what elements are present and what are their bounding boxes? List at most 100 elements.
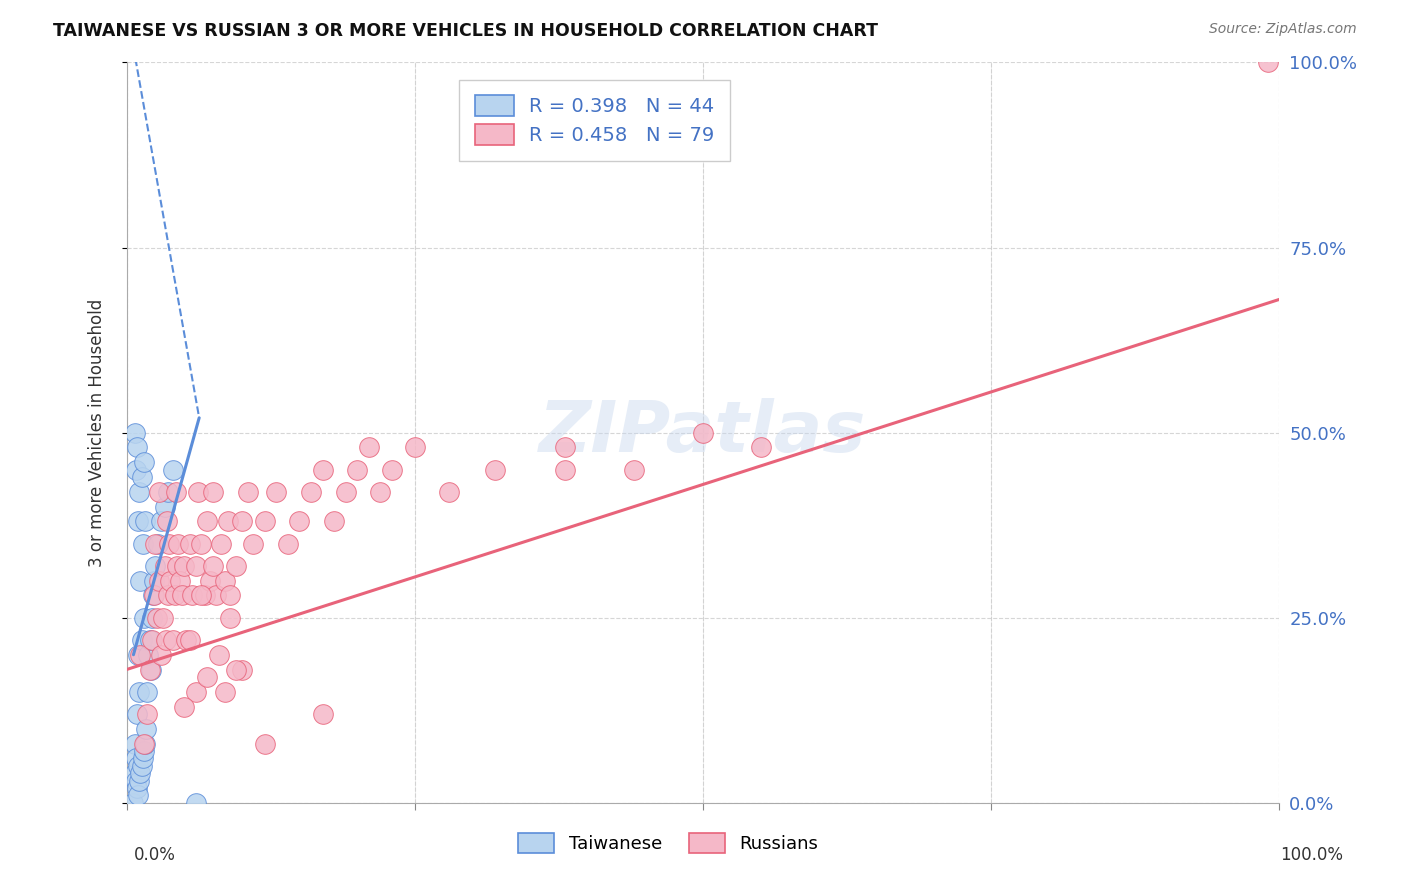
Point: [253, 515, 276, 529]
Point: [173, 699, 195, 714]
Point: [194, 589, 217, 603]
Point: [132, 744, 155, 758]
Point: [277, 536, 299, 550]
Point: [125, 441, 148, 455]
Point: [134, 515, 156, 529]
Point: [132, 455, 155, 469]
Point: [145, 558, 166, 573]
Point: [208, 648, 231, 662]
Point: [142, 589, 165, 603]
Point: [195, 515, 218, 529]
Point: [219, 589, 242, 603]
Point: [170, 589, 193, 603]
Point: [125, 751, 148, 765]
Point: [143, 574, 166, 588]
Point: [162, 462, 184, 476]
Point: [125, 706, 148, 721]
Point: [623, 462, 645, 476]
Point: [266, 484, 288, 499]
Point: [202, 558, 225, 573]
Point: [357, 441, 380, 455]
Point: [202, 484, 225, 499]
Point: [150, 648, 173, 662]
Point: [439, 484, 461, 499]
Point: [129, 574, 152, 588]
Point: [153, 558, 176, 573]
Text: TAIWANESE VS RUSSIAN 3 OR MORE VEHICLES IN HOUSEHOLD CORRELATION CHART: TAIWANESE VS RUSSIAN 3 OR MORE VEHICLES …: [53, 22, 879, 40]
Point: [231, 663, 253, 677]
Point: [288, 515, 311, 529]
Point: [146, 536, 169, 550]
Point: [141, 632, 163, 647]
Point: [131, 536, 153, 550]
Point: [214, 574, 236, 588]
Point: [236, 484, 259, 499]
Point: [299, 484, 322, 499]
Point: [135, 722, 157, 736]
Point: [554, 441, 576, 455]
Text: ZIPatlas: ZIPatlas: [540, 398, 866, 467]
Point: [484, 462, 506, 476]
Point: [138, 632, 160, 647]
Point: [127, 648, 149, 662]
Point: [148, 484, 170, 499]
Point: [134, 737, 156, 751]
Point: [157, 536, 180, 550]
Point: [190, 589, 212, 603]
Point: [179, 536, 201, 550]
Point: [253, 737, 276, 751]
Point: [124, 425, 146, 440]
Point: [205, 589, 228, 603]
Text: 0.0%: 0.0%: [134, 846, 176, 863]
Point: [181, 589, 204, 603]
Point: [184, 558, 207, 573]
Point: [167, 536, 190, 550]
Point: [346, 462, 368, 476]
Point: [125, 780, 148, 795]
Point: [128, 685, 150, 699]
Point: [157, 484, 180, 499]
Point: [131, 751, 153, 765]
Point: [187, 484, 209, 499]
Y-axis label: 3 or more Vehicles in Household: 3 or more Vehicles in Household: [87, 299, 105, 566]
Point: [219, 610, 242, 624]
Point: [131, 632, 153, 647]
Text: Source: ZipAtlas.com: Source: ZipAtlas.com: [1209, 22, 1357, 37]
Point: [132, 610, 155, 624]
Point: [166, 558, 188, 573]
Point: [148, 574, 170, 588]
Point: [311, 706, 333, 721]
Point: [749, 441, 772, 455]
Point: [184, 796, 207, 810]
Point: [190, 536, 212, 550]
Point: [138, 663, 160, 677]
Point: [163, 589, 186, 603]
Point: [242, 536, 264, 550]
Point: [217, 515, 239, 529]
Point: [153, 500, 176, 514]
Point: [128, 484, 150, 499]
Point: [128, 773, 150, 788]
Legend: Taiwanese, Russians: Taiwanese, Russians: [510, 826, 825, 861]
Point: [225, 558, 247, 573]
Point: [214, 685, 236, 699]
Point: [311, 462, 333, 476]
Point: [368, 484, 391, 499]
Point: [150, 515, 173, 529]
Point: [156, 515, 179, 529]
Point: [162, 632, 184, 647]
Point: [335, 484, 357, 499]
Point: [136, 685, 159, 699]
Point: [1257, 55, 1279, 70]
Point: [173, 558, 195, 573]
Point: [231, 515, 253, 529]
Point: [155, 632, 177, 647]
Point: [129, 648, 152, 662]
Point: [381, 462, 404, 476]
Point: [141, 610, 163, 624]
Point: [131, 758, 153, 772]
Point: [125, 462, 148, 476]
Point: [195, 670, 218, 684]
Point: [132, 737, 155, 751]
Point: [184, 685, 207, 699]
